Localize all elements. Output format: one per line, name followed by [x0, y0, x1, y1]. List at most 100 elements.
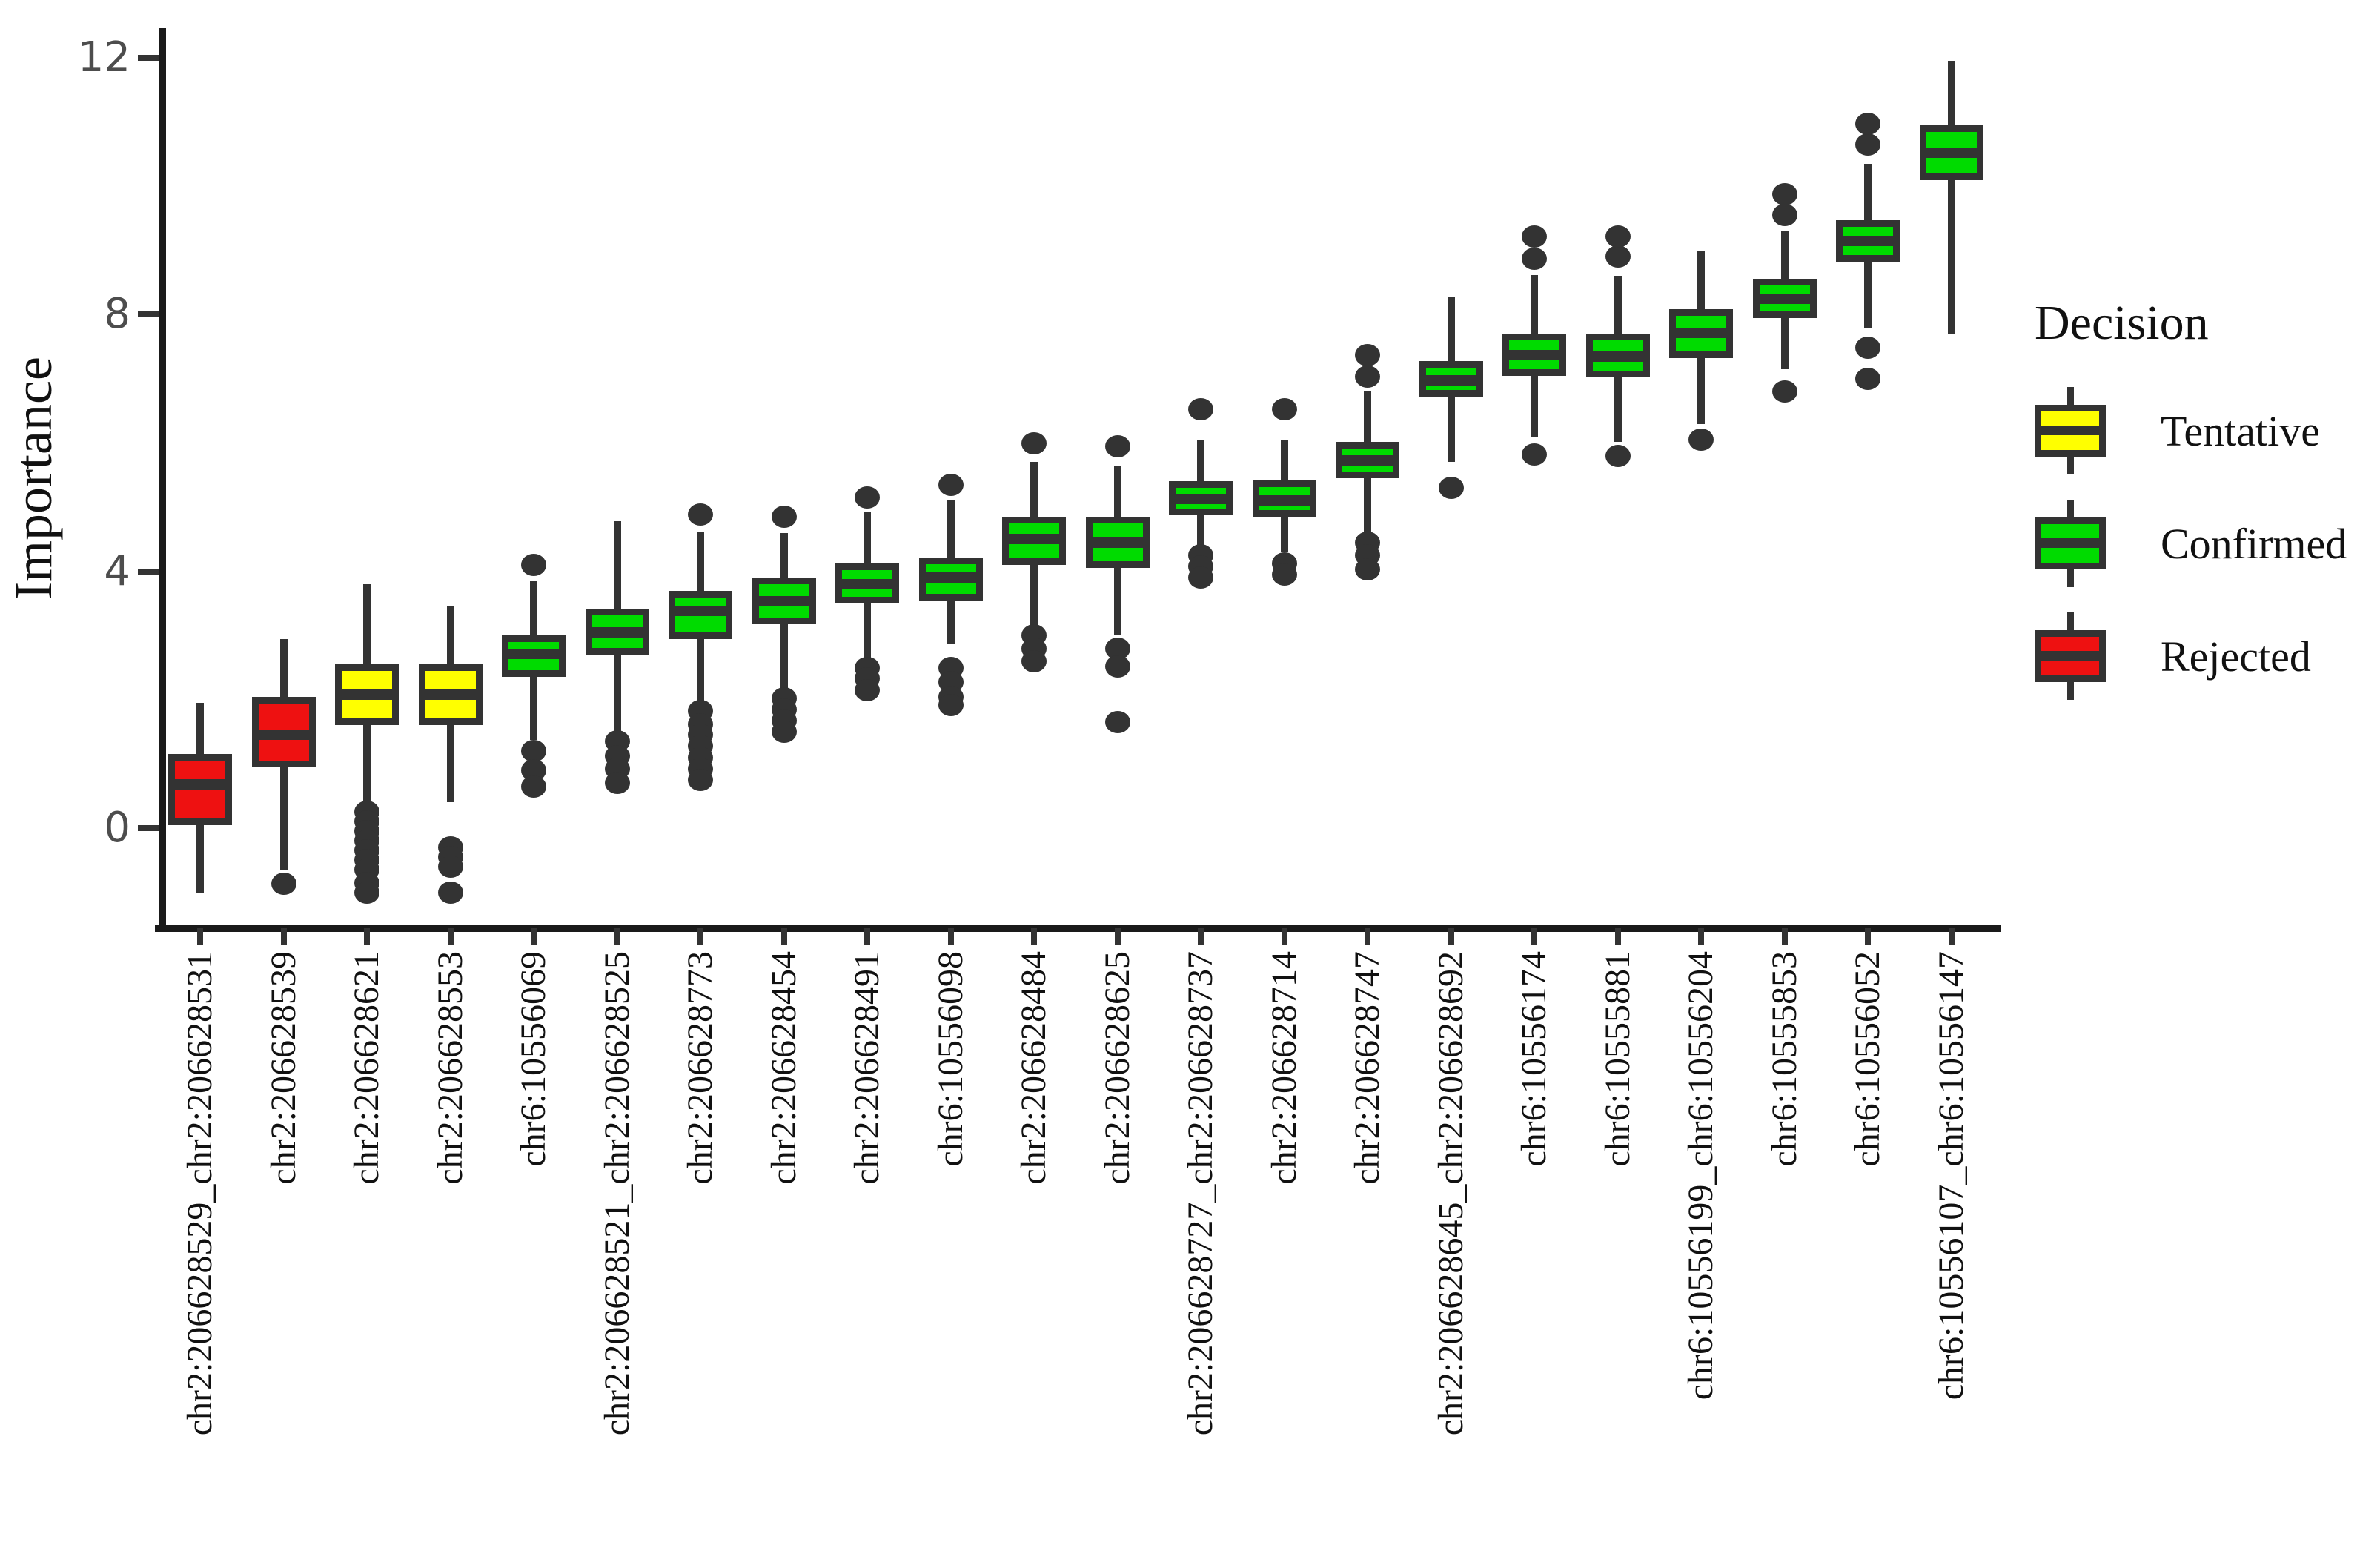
x-tick-mark [1948, 928, 1955, 945]
upper-whisker [1447, 297, 1455, 361]
outlier-dot [521, 554, 546, 577]
x-tick-mark [1698, 928, 1704, 945]
y-tick-label: 0 [104, 804, 130, 852]
outlier-dot [354, 881, 379, 904]
outlier-dot [1271, 563, 1297, 586]
upper-whisker [947, 499, 955, 558]
outlier-dot [604, 772, 630, 795]
outlier-dot [1104, 655, 1130, 678]
upper-whisker [1364, 391, 1371, 442]
upper-whisker [864, 512, 871, 564]
outlier-dot [1355, 366, 1380, 388]
lower-whisker [1864, 262, 1872, 328]
lower-whisker [1697, 358, 1705, 424]
lower-whisker [530, 676, 537, 741]
outlier-dot [1522, 248, 1547, 271]
y-axis-title: Importance [4, 357, 63, 600]
x-tick-label: chr2:206628625 [1097, 951, 1137, 1185]
outlier-dot [1104, 434, 1130, 457]
y-tick-label: 4 [104, 546, 130, 595]
x-tick-mark [697, 928, 703, 945]
x-tick-mark [1614, 928, 1621, 945]
upper-whisker [1947, 61, 1955, 125]
median-line [1009, 534, 1059, 545]
lower-whisker [697, 638, 704, 704]
upper-whisker [1197, 440, 1204, 482]
outlier-dot [938, 473, 964, 496]
x-tick-label: chr2:206628621 [347, 951, 386, 1185]
legend-item-rejected: Rejected [2035, 612, 2376, 700]
median-line [425, 689, 476, 700]
upper-whisker [196, 703, 204, 755]
y-tick-label: 8 [104, 290, 130, 339]
outlier-dot [1021, 649, 1047, 672]
outlier-dot [938, 693, 964, 716]
median-line [1425, 374, 1476, 386]
legend-label-rejected: Rejected [2161, 632, 2311, 681]
outlier-dot [855, 486, 880, 509]
median-line [1676, 327, 1726, 338]
outlier-dot [1438, 477, 1464, 500]
x-tick-mark [864, 928, 870, 945]
outlier-dot [771, 721, 797, 744]
x-tick-mark [1031, 928, 1037, 945]
x-tick-mark [364, 928, 370, 945]
x-tick-mark [1531, 928, 1537, 945]
median-line [1843, 235, 1893, 246]
x-tick-mark [614, 928, 620, 945]
upper-whisker [1030, 462, 1038, 517]
upper-whisker [1864, 163, 1872, 221]
outlier-dot [855, 678, 880, 701]
lower-whisker [1197, 515, 1204, 551]
x-tick-mark [1281, 928, 1287, 945]
outlier-dot [1771, 380, 1797, 403]
legend: Decision Tentative Confirmed [2035, 295, 2376, 725]
x-tick-label: chr2:206628727_chr2:206628737 [1181, 951, 1220, 1436]
legend-item-tentative: Tentative [2035, 387, 2376, 474]
y-tick-mark [138, 568, 159, 575]
median-line [1509, 349, 1559, 360]
x-tick-label: chr6:10556098 [930, 951, 970, 1167]
x-tick-mark [1198, 928, 1204, 945]
lower-whisker [279, 767, 288, 870]
median-line [758, 596, 809, 607]
y-tick-mark [138, 55, 159, 62]
x-tick-label: chr2:206628529_chr2:206628531 [180, 951, 219, 1436]
lower-whisker [1947, 179, 1955, 334]
x-tick-label: chr6:10555853 [1764, 951, 1804, 1167]
median-line [1592, 351, 1643, 362]
outlier-dot [1021, 431, 1047, 454]
median-line [342, 689, 392, 700]
outlier-dot [437, 855, 463, 878]
x-tick-label: chr2:206628553 [430, 951, 470, 1185]
lower-whisker [613, 655, 621, 732]
upper-whisker [780, 532, 788, 578]
lower-whisker [1364, 478, 1371, 537]
outlier-dot [1522, 225, 1547, 248]
outlier-dot [1855, 113, 1880, 136]
x-tick-label: chr6:10556199_chr6:10556204 [1681, 951, 1720, 1400]
upper-whisker [1113, 465, 1121, 517]
legend-title: Decision [2035, 296, 2209, 350]
upper-whisker [530, 580, 537, 636]
x-tick-mark [1365, 928, 1370, 945]
outlier-dot [271, 873, 296, 896]
median-line [591, 626, 643, 638]
x-tick-label: chr2:206628491 [847, 951, 886, 1185]
x-tick-label: chr2:206628645_chr2:206628692 [1431, 951, 1471, 1436]
x-tick-label: chr2:206628539 [263, 951, 303, 1185]
outlier-dot [1522, 443, 1547, 466]
outlier-dot [437, 881, 463, 904]
median-line [1092, 537, 1143, 548]
y-axis-line [159, 28, 166, 932]
median-line [258, 730, 309, 741]
outlier-dot [771, 506, 797, 529]
median-line [842, 578, 892, 589]
outlier-dot [1355, 558, 1380, 581]
legend-label-tentative: Tentative [2161, 406, 2320, 455]
median-line [175, 779, 225, 790]
legend-label-confirmed: Confirmed [2161, 519, 2347, 568]
legend-item-confirmed: Confirmed [2035, 500, 2376, 587]
outlier-dot [688, 503, 713, 526]
